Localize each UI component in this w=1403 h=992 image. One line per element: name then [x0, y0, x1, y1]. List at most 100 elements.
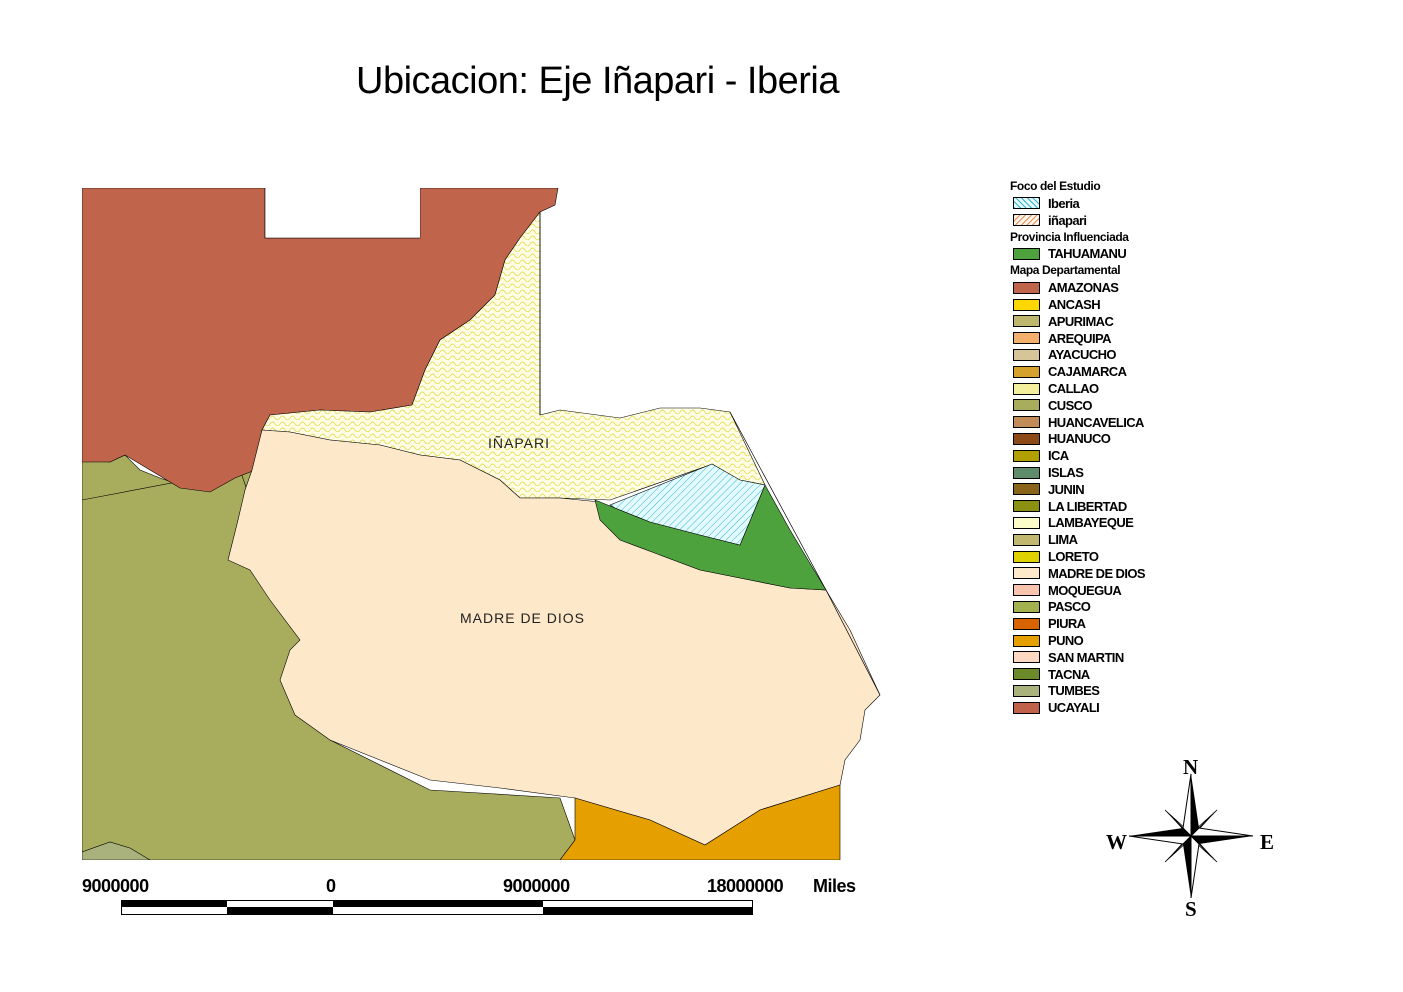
legend-item: ISLAS [1010, 464, 1270, 481]
legend-label: AYACUCHO [1048, 347, 1117, 363]
legend-label: LAMBAYEQUE [1048, 515, 1134, 531]
legend-label: Iberia [1048, 195, 1080, 211]
legend-item: MADRE DE DIOS [1010, 565, 1270, 582]
legend-swatch [1013, 483, 1040, 496]
legend-label: MADRE DE DIOS [1048, 565, 1146, 581]
legend-item: APURIMAC [1010, 313, 1270, 330]
legend-item: CUSCO [1010, 397, 1270, 414]
compass-e: E [1260, 830, 1275, 854]
scale-bar [121, 900, 753, 915]
legend-swatch [1013, 600, 1040, 613]
legend-item: SAN MARTIN [1010, 649, 1270, 666]
legend-item: CALLAO [1010, 380, 1270, 397]
legend-item: TACNA [1010, 666, 1270, 683]
map-title: Ubicacion: Eje Iñapari - Iberia [356, 60, 839, 102]
legend-item: PIURA [1010, 615, 1270, 632]
legend-label: JUNIN [1048, 481, 1085, 497]
legend-label: LA LIBERTAD [1048, 498, 1127, 514]
legend-label: PASCO [1048, 599, 1091, 615]
compass-w: W [1106, 830, 1127, 854]
legend-swatch [1013, 332, 1040, 345]
label-madre-de-dios: MADRE DE DIOS [460, 610, 586, 626]
legend-item: CAJAMARCA [1010, 363, 1270, 380]
legend-item: PASCO [1010, 599, 1270, 616]
legend-item: ANCASH [1010, 296, 1270, 313]
legend-swatch [1013, 399, 1040, 412]
legend-swatch-iberia [1013, 197, 1040, 210]
legend-item: TAHUAMANU [1010, 246, 1270, 263]
legend-swatch [1013, 315, 1040, 328]
scale-label: 18000000 [707, 876, 784, 896]
region-puno [559, 784, 841, 860]
label-inapari: IÑAPARI [488, 435, 550, 451]
compass-rose-icon [1128, 773, 1254, 899]
legend-label: LIMA [1048, 532, 1078, 548]
legend-swatch [1013, 466, 1040, 479]
legend-swatch [1013, 684, 1040, 697]
legend-label: CAJAMARCA [1048, 364, 1127, 380]
legend-swatch [1013, 281, 1040, 294]
legend-label: TACNA [1048, 666, 1090, 682]
legend-swatch [1013, 365, 1040, 378]
legend-label: HUANCAVELICA [1048, 414, 1144, 430]
legend-item: AREQUIPA [1010, 330, 1270, 347]
legend-label: UCAYALI [1048, 700, 1100, 716]
compass-s: S [1185, 897, 1197, 921]
legend-item: Iberia [1010, 195, 1270, 212]
legend-item: JUNIN [1010, 481, 1270, 498]
north-arrow: N S W E [1098, 752, 1288, 922]
legend-swatch [1013, 516, 1040, 529]
legend-label: ICA [1048, 448, 1069, 464]
legend-swatch [1013, 382, 1040, 395]
legend-label: AREQUIPA [1048, 330, 1111, 346]
legend-item: LORETO [1010, 548, 1270, 565]
legend-section-provincia: Provincia Influenciada [1010, 229, 1129, 244]
legend-label: APURIMAC [1048, 313, 1114, 329]
legend-swatch [1013, 449, 1040, 462]
legend-section-foco: Foco del Estudio [1010, 179, 1101, 193]
scale-unit: Miles [813, 876, 856, 896]
legend-swatch [1013, 617, 1040, 630]
legend-item: PUNO [1010, 632, 1270, 649]
legend-swatch [1013, 634, 1040, 647]
legend-swatch [1013, 701, 1040, 714]
legend-swatch [1013, 247, 1040, 260]
legend-label: iñapari [1048, 212, 1087, 228]
scale-label: 9000000 [503, 876, 570, 896]
region-madre-de-dios [227, 429, 881, 846]
legend-section-mapa: Mapa Departamental [1010, 263, 1121, 278]
legend-label: HUANUCO [1048, 431, 1111, 447]
legend: Foco del Estudio Iberia iñapari Provinci… [1010, 178, 1270, 716]
legend-swatch [1013, 668, 1040, 681]
legend-swatch [1013, 500, 1040, 513]
legend-item: UCAYALI [1010, 699, 1270, 716]
legend-swatch [1013, 550, 1040, 563]
compass-n: N [1183, 755, 1199, 779]
legend-department-list: AMAZONAS ANCASH APURIMAC AREQUIPA AYACUCHO CA… [1010, 279, 1270, 716]
legend-item: LAMBAYEQUE [1010, 515, 1270, 532]
legend-label: CUSCO [1048, 397, 1093, 413]
legend-label: LORETO [1048, 549, 1099, 565]
legend-label: MOQUEGUA [1048, 582, 1122, 598]
legend-item: iñapari [1010, 212, 1270, 229]
legend-label: SAN MARTIN [1048, 649, 1124, 665]
legend-label: PIURA [1048, 616, 1086, 632]
legend-label: ANCASH [1048, 297, 1101, 313]
legend-item: AMAZONAS [1010, 279, 1270, 296]
legend-swatch [1013, 432, 1040, 445]
region-bottom-left [82, 841, 151, 860]
scale-label: 9000000 [82, 876, 149, 896]
legend-label: TUMBES [1048, 683, 1100, 699]
legend-item: AYACUCHO [1010, 347, 1270, 364]
legend-swatch [1013, 533, 1040, 546]
legend-swatch [1013, 651, 1040, 664]
scale-label: 0 [326, 876, 336, 896]
legend-swatch [1013, 348, 1040, 361]
legend-item: LA LIBERTAD [1010, 498, 1270, 515]
legend-label: TAHUAMANU [1048, 246, 1127, 262]
legend-swatch [1013, 298, 1040, 311]
legend-swatch-inapari [1013, 214, 1040, 227]
legend-item: HUANUCO [1010, 431, 1270, 448]
legend-swatch [1013, 416, 1040, 429]
